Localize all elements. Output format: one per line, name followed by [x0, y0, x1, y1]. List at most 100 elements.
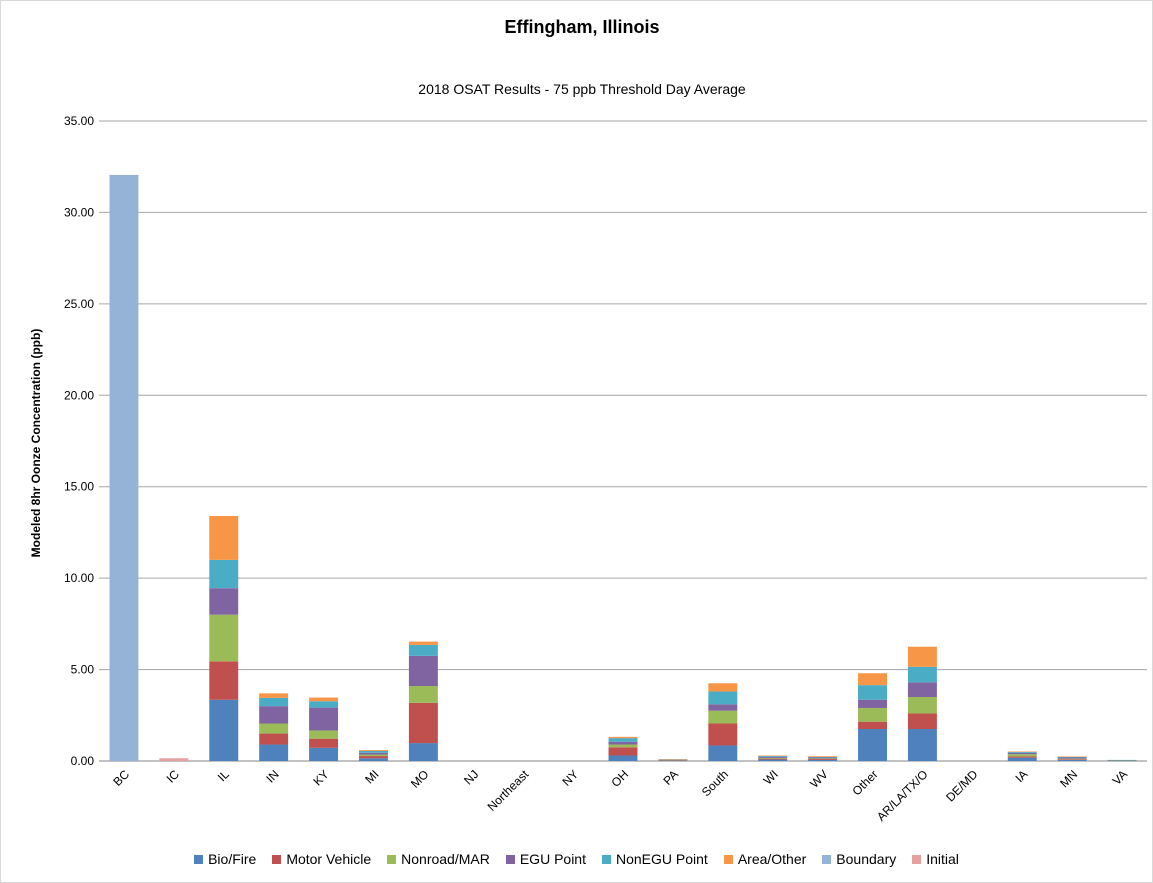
bar-segment-initial	[159, 758, 189, 761]
bar-segment-nonegu-point	[708, 691, 738, 705]
chart-subtitle: 2018 OSAT Results - 75 ppb Threshold Day…	[418, 81, 746, 97]
bar-segment-bio-fire	[907, 729, 937, 761]
legend-item: Initial	[912, 851, 959, 867]
legend-label: Nonroad/MAR	[401, 851, 490, 867]
x-tick-label: VA	[1110, 767, 1131, 788]
bar-segment-nonroad-mar	[209, 614, 239, 662]
bar-segment-area-other	[1057, 756, 1087, 757]
legend-item: Motor Vehicle	[272, 851, 371, 867]
x-tick-labels: BC IC IL IN KY MI MO NJ Northeast NY OH PA South WI WV…	[110, 767, 1130, 824]
bar-segment-bio-fire	[708, 745, 738, 761]
bar-segment-egu-point	[858, 699, 887, 708]
bar-segment-area-other	[408, 641, 438, 645]
bar-segment-nonroad-mar	[658, 760, 688, 761]
bar-segment-nonegu-point	[359, 750, 388, 753]
x-tick-label: MO	[408, 767, 432, 791]
bar-segment-nonegu-point	[1057, 756, 1087, 758]
bar-segment-egu-point	[708, 704, 738, 711]
bar-segment-nonroad-mar	[758, 757, 788, 759]
bar-segment-motor-vehicle	[408, 702, 438, 744]
bar-segment-motor-vehicle	[608, 747, 638, 756]
legend-label: Initial	[926, 851, 959, 867]
bar-segment-area-other	[209, 515, 239, 560]
bar-segment-egu-point	[309, 707, 339, 731]
bars-group	[109, 174, 1137, 762]
y-tick-label: 35.00	[64, 114, 94, 128]
legend-swatch	[194, 854, 204, 864]
bar-segment-egu-point	[408, 655, 438, 687]
legend-label: Motor Vehicle	[286, 851, 372, 867]
legend-swatch	[912, 854, 922, 864]
bar-segment-area-other	[309, 697, 339, 702]
x-tick-label: BC	[110, 767, 132, 789]
bar-segment-bio-fire	[608, 755, 638, 761]
bar-segment-boundary	[109, 174, 139, 761]
bar-segment-egu-point	[1007, 752, 1037, 755]
bar-segment-nonegu-point	[259, 697, 289, 707]
y-tick-label: 20.00	[64, 388, 94, 402]
bar-segment-nonroad-mar	[309, 730, 339, 739]
bar-segment-nonegu-point	[907, 666, 937, 683]
bar-segment-nonroad-mar	[858, 707, 887, 722]
chart-plot: Effingham, Illinois 2018 OSAT Results - …	[29, 17, 1147, 824]
x-tick-label: IA	[1012, 767, 1030, 785]
bar-segment-egu-point	[1057, 757, 1087, 759]
bar-segment-motor-vehicle	[1007, 756, 1037, 758]
bar-segment-nonegu-point	[608, 738, 638, 742]
x-tick-label: MI	[362, 767, 381, 786]
y-tick-label: 30.00	[64, 205, 94, 219]
x-tick-label: IN	[263, 767, 281, 785]
bar-segment-nonroad-mar	[907, 697, 937, 714]
bar-segment-nonroad-mar	[359, 754, 388, 757]
bar-segment-motor-vehicle	[758, 758, 788, 760]
bar-segment-nonroad-mar	[1007, 754, 1037, 757]
legend-swatch	[387, 854, 397, 864]
x-tick-label: MN	[1057, 767, 1080, 790]
bar-segment-bio-fire	[359, 758, 388, 761]
x-tick-label: Other	[850, 767, 881, 798]
bar-segment-area-other	[259, 693, 289, 698]
legend-item: EGU Point	[505, 851, 586, 867]
bar-segment-bio-fire	[309, 747, 339, 761]
bar-segment-area-other	[1007, 751, 1037, 752]
bar-segment-area-other	[359, 750, 388, 751]
legend-label: Area/Other	[737, 851, 807, 867]
bar-segment-motor-vehicle	[808, 758, 838, 760]
x-tick-label: KY	[310, 767, 331, 788]
x-tick-label: IC	[164, 767, 183, 786]
legend-swatch	[601, 854, 611, 864]
legend-label: NonEGU Point	[615, 851, 708, 867]
legend-item: Boundary	[822, 851, 896, 867]
bar-segment-nonegu-point	[808, 756, 838, 758]
bar-segment-egu-point	[209, 588, 239, 615]
x-tick-label: WI	[761, 767, 781, 787]
bar-segment-nonegu-point	[758, 755, 788, 757]
bar-segment-nonegu-point	[1007, 751, 1037, 753]
bar-segment-nonegu-point	[408, 644, 438, 656]
legend-item: Nonroad/MAR	[387, 851, 490, 867]
x-tick-label: NJ	[461, 767, 481, 787]
bar-segment-nonegu-point	[858, 685, 887, 700]
y-tick-label: 5.00	[71, 663, 95, 677]
bar-segment-bio-fire	[808, 759, 838, 761]
chart-title: Effingham, Illinois	[504, 17, 659, 37]
x-tick-label: OH	[608, 767, 631, 790]
x-tick-label: South	[699, 767, 731, 799]
bar-segment-egu-point	[359, 752, 388, 755]
bar-segment-area-other	[858, 673, 887, 686]
bar-segment-area-other	[907, 646, 937, 667]
bar-segment-motor-vehicle	[858, 721, 887, 729]
legend-item: NonEGU Point	[601, 851, 708, 867]
bar-segment-area-other	[708, 683, 738, 692]
bar-segment-motor-vehicle	[359, 756, 388, 759]
bar-segment-nonegu-point	[1107, 759, 1137, 761]
legend-label: EGU Point	[519, 851, 586, 867]
bar-segment-motor-vehicle	[907, 713, 937, 729]
bar-segment-egu-point	[907, 682, 937, 697]
bar-segment-egu-point	[808, 757, 838, 759]
bar-segment-nonroad-mar	[808, 758, 838, 759]
legend-label: Bio/Fire	[208, 851, 257, 867]
bar-segment-motor-vehicle	[309, 738, 339, 748]
x-tick-label: Northeast	[485, 767, 532, 814]
